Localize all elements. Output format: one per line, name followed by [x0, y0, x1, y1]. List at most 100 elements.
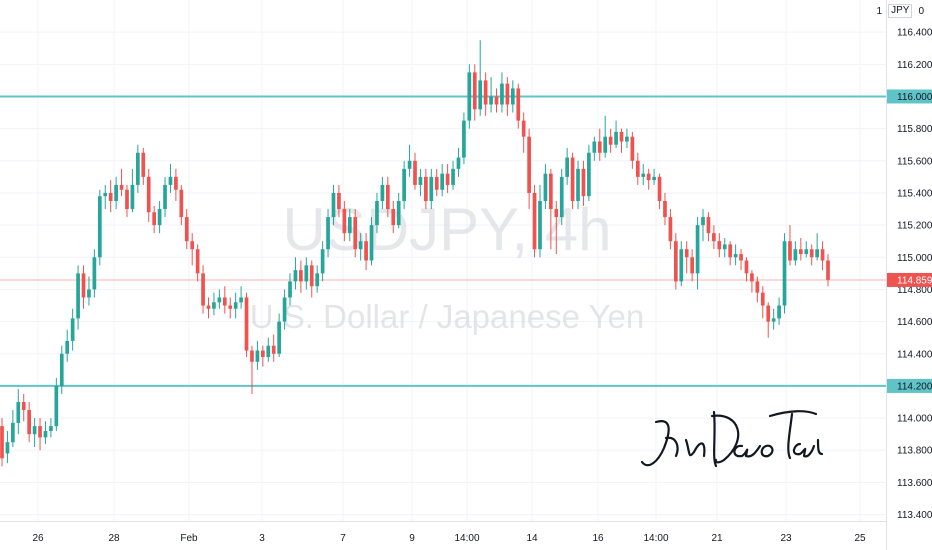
candle[interactable]	[293, 257, 298, 290]
candle[interactable]	[532, 184, 537, 258]
candle[interactable]	[407, 144, 412, 177]
candle[interactable]	[385, 176, 390, 218]
candle[interactable]	[201, 265, 205, 314]
currency-selector[interactable]: 1 JPY 0	[877, 4, 924, 18]
candle[interactable]	[309, 260, 314, 298]
candle[interactable]	[146, 168, 151, 222]
candle[interactable]	[59, 345, 64, 394]
candle[interactable]	[212, 292, 216, 316]
candle[interactable]	[244, 292, 249, 357]
candle[interactable]	[108, 180, 113, 213]
candle[interactable]	[54, 377, 59, 431]
candle[interactable]	[712, 225, 716, 250]
candle[interactable]	[353, 209, 358, 258]
candle[interactable]	[445, 164, 450, 193]
candle[interactable]	[559, 168, 564, 226]
candle[interactable]	[527, 128, 531, 210]
candle[interactable]	[228, 297, 233, 319]
candle[interactable]	[326, 209, 330, 258]
candle[interactable]	[299, 260, 303, 293]
candle[interactable]	[451, 160, 455, 190]
candle[interactable]	[744, 257, 749, 282]
candle[interactable]	[587, 144, 591, 202]
candle[interactable]	[733, 244, 738, 266]
candle[interactable]	[250, 345, 254, 394]
candle[interactable]	[668, 209, 673, 250]
candle[interactable]	[500, 72, 504, 113]
candle[interactable]	[646, 168, 651, 190]
candle[interactable]	[521, 112, 526, 153]
candle[interactable]	[402, 160, 406, 210]
candle[interactable]	[174, 168, 178, 202]
candle[interactable]	[163, 176, 167, 218]
candle[interactable]	[271, 334, 276, 362]
candle[interactable]	[32, 418, 37, 448]
candle[interactable]	[570, 152, 575, 210]
candle[interactable]	[130, 168, 135, 213]
candle[interactable]	[603, 115, 608, 158]
candle[interactable]	[49, 418, 53, 438]
candle[interactable]	[581, 160, 586, 206]
candle[interactable]	[608, 128, 613, 153]
candle[interactable]	[576, 160, 580, 210]
candle[interactable]	[16, 389, 21, 435]
candle[interactable]	[706, 212, 711, 242]
candle[interactable]	[592, 136, 597, 161]
candle[interactable]	[391, 201, 396, 234]
candle[interactable]	[43, 421, 48, 444]
candle[interactable]	[342, 201, 347, 242]
candle[interactable]	[136, 144, 140, 193]
candle[interactable]	[396, 192, 401, 229]
candle[interactable]	[701, 209, 705, 242]
candle[interactable]	[728, 241, 733, 266]
candle[interactable]	[782, 233, 787, 314]
candle[interactable]	[27, 402, 32, 443]
horizontal-levels[interactable]	[0, 95, 886, 387]
candle[interactable]	[239, 286, 243, 309]
candle[interactable]	[619, 128, 624, 153]
candle[interactable]	[755, 276, 760, 303]
candle[interactable]	[625, 128, 629, 148]
candle[interactable]	[375, 192, 379, 234]
candle[interactable]	[826, 254, 830, 287]
candle[interactable]	[684, 241, 689, 274]
candle[interactable]	[206, 297, 211, 319]
candle[interactable]	[554, 201, 559, 255]
candle[interactable]	[478, 40, 483, 116]
candle[interactable]	[440, 164, 445, 197]
candle[interactable]	[222, 286, 227, 314]
candle[interactable]	[565, 147, 570, 185]
candle[interactable]	[771, 308, 776, 330]
candle[interactable]	[114, 176, 118, 210]
candle[interactable]	[597, 128, 602, 161]
candle[interactable]	[304, 257, 309, 290]
candle[interactable]	[489, 77, 493, 113]
candle[interactable]	[119, 168, 124, 197]
candle[interactable]	[0, 418, 4, 467]
candle[interactable]	[462, 112, 466, 165]
candle[interactable]	[673, 233, 678, 290]
candle[interactable]	[217, 289, 222, 309]
candle[interactable]	[65, 329, 70, 362]
candle[interactable]	[472, 64, 477, 121]
candle[interactable]	[21, 393, 26, 422]
candle[interactable]	[184, 209, 189, 250]
candle[interactable]	[152, 205, 157, 234]
candle[interactable]	[766, 302, 771, 338]
candle[interactable]	[549, 168, 553, 250]
candle[interactable]	[288, 273, 292, 306]
candle[interactable]	[663, 192, 667, 226]
candle[interactable]	[337, 184, 341, 218]
candle[interactable]	[635, 152, 640, 185]
candle[interactable]	[798, 237, 803, 261]
candles[interactable]	[0, 40, 830, 467]
candle[interactable]	[5, 430, 10, 464]
candle[interactable]	[820, 241, 825, 271]
time-axis[interactable]: 26 28 Feb 3 7 9 14:00 14 16 14:00 21 23 25	[0, 521, 886, 545]
candle[interactable]	[179, 184, 184, 226]
candle[interactable]	[320, 241, 325, 282]
candle[interactable]	[141, 147, 146, 185]
candle[interactable]	[809, 244, 814, 266]
candle[interactable]	[380, 176, 385, 210]
